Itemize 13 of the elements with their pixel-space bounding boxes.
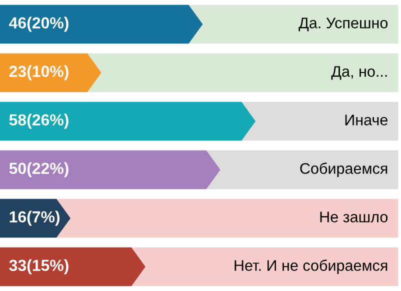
bar bbox=[0, 53, 102, 92]
data-label: 46(20%) bbox=[9, 16, 68, 32]
y-tick-label: Нет. И не собираемся bbox=[234, 260, 388, 274]
data-label: 33(15%) bbox=[9, 259, 68, 274]
data-label: 16(7%) bbox=[10, 210, 60, 226]
y-tick-label: Собираемся bbox=[300, 162, 388, 177]
y-tick-label: Не зашло bbox=[320, 212, 388, 222]
y-tick-label: Да. Успешно bbox=[298, 18, 388, 32]
data-label: 50(22%) bbox=[9, 162, 68, 178]
data-label: 58(26%) bbox=[9, 114, 68, 129]
y-tick-label: Иначе bbox=[345, 114, 388, 126]
data-label: 23(10%) bbox=[9, 65, 68, 80]
y-tick-label: Да, но... bbox=[331, 66, 387, 80]
